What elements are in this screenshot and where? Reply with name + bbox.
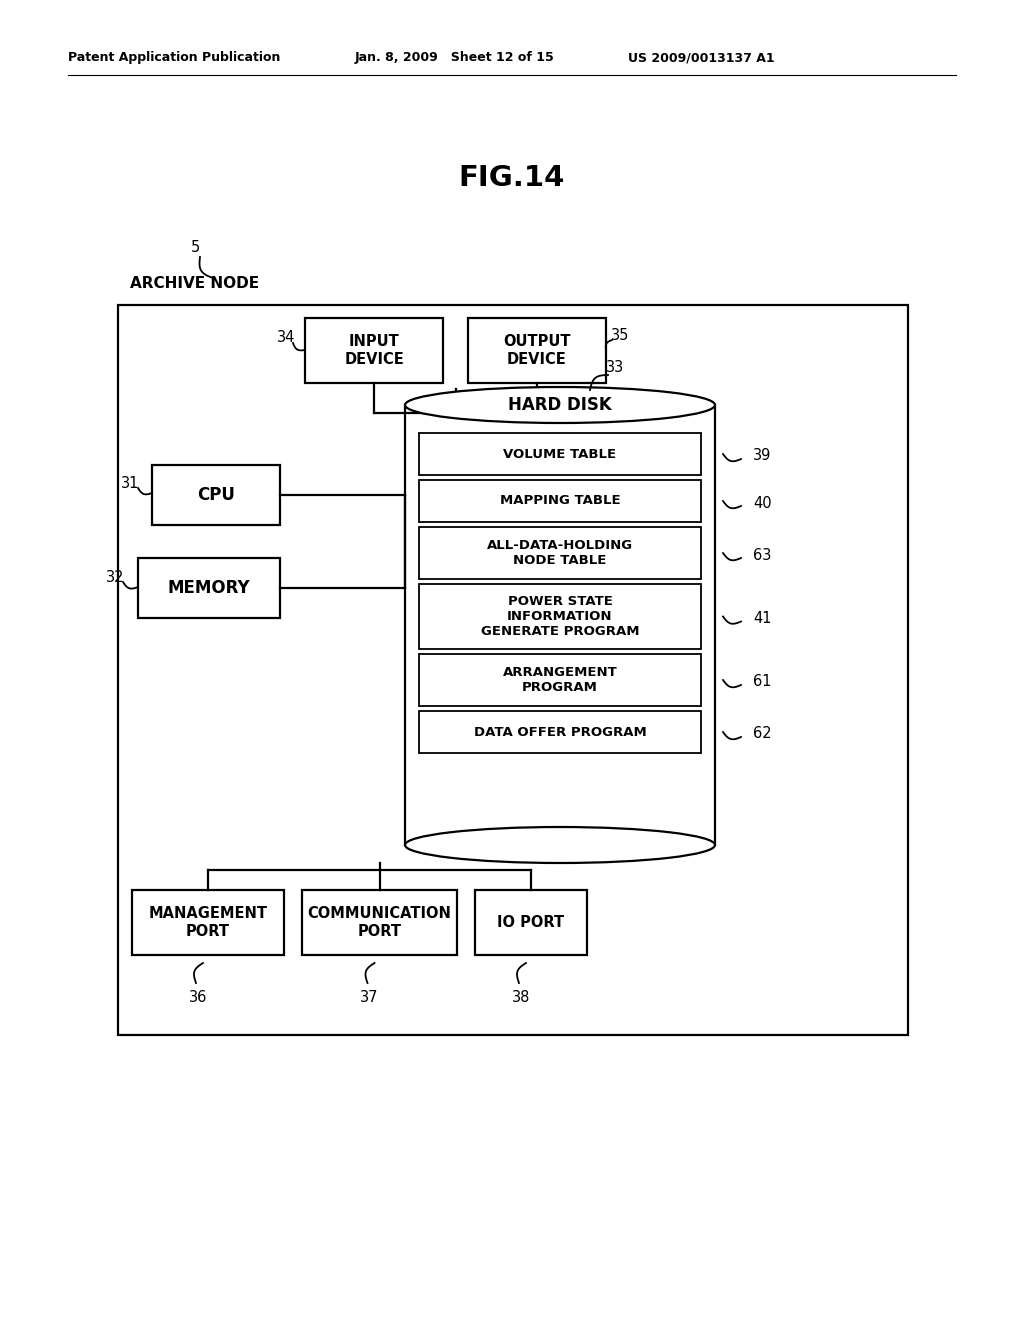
Bar xyxy=(475,890,587,954)
Bar xyxy=(406,405,715,845)
Bar xyxy=(419,433,701,475)
Text: 40: 40 xyxy=(753,495,772,511)
Text: 37: 37 xyxy=(360,990,379,1005)
Text: 63: 63 xyxy=(753,548,771,562)
Text: 36: 36 xyxy=(188,990,207,1005)
Text: ARCHIVE NODE: ARCHIVE NODE xyxy=(130,276,259,292)
Text: 61: 61 xyxy=(753,675,771,689)
Text: OUTPUT
DEVICE: OUTPUT DEVICE xyxy=(503,334,570,367)
Text: 34: 34 xyxy=(276,330,295,346)
Bar xyxy=(118,305,908,1035)
Bar xyxy=(302,890,457,954)
Text: 41: 41 xyxy=(753,611,771,626)
Text: US 2009/0013137 A1: US 2009/0013137 A1 xyxy=(628,51,774,65)
Ellipse shape xyxy=(406,828,715,863)
Bar xyxy=(419,711,701,752)
Text: INPUT
DEVICE: INPUT DEVICE xyxy=(344,334,403,367)
Text: 62: 62 xyxy=(753,726,772,742)
Text: Patent Application Publication: Patent Application Publication xyxy=(68,51,281,65)
Text: Jan. 8, 2009   Sheet 12 of 15: Jan. 8, 2009 Sheet 12 of 15 xyxy=(355,51,555,65)
Bar xyxy=(419,527,701,579)
Text: MEMORY: MEMORY xyxy=(168,579,250,597)
Text: 38: 38 xyxy=(512,990,530,1005)
Bar xyxy=(132,890,284,954)
Text: 35: 35 xyxy=(610,327,629,342)
Bar xyxy=(419,653,701,706)
Text: 32: 32 xyxy=(105,569,124,585)
Text: IO PORT: IO PORT xyxy=(498,915,564,931)
Text: 5: 5 xyxy=(190,240,200,256)
Text: FIG.14: FIG.14 xyxy=(459,164,565,191)
Ellipse shape xyxy=(406,387,715,422)
Text: MAPPING TABLE: MAPPING TABLE xyxy=(500,495,621,507)
Text: ARRANGEMENT
PROGRAM: ARRANGEMENT PROGRAM xyxy=(503,667,617,694)
Bar xyxy=(305,318,443,383)
Bar xyxy=(419,480,701,521)
Text: VOLUME TABLE: VOLUME TABLE xyxy=(504,447,616,461)
Bar xyxy=(468,318,606,383)
Bar xyxy=(419,583,701,649)
Text: 39: 39 xyxy=(753,449,771,463)
Bar xyxy=(138,558,280,618)
Text: MANAGEMENT
PORT: MANAGEMENT PORT xyxy=(148,907,267,939)
Text: ALL-DATA-HOLDING
NODE TABLE: ALL-DATA-HOLDING NODE TABLE xyxy=(487,539,633,568)
Text: DATA OFFER PROGRAM: DATA OFFER PROGRAM xyxy=(474,726,646,738)
Text: 31: 31 xyxy=(121,475,139,491)
Bar xyxy=(152,465,280,525)
Text: HARD DISK: HARD DISK xyxy=(508,396,612,414)
Text: POWER STATE
INFORMATION
GENERATE PROGRAM: POWER STATE INFORMATION GENERATE PROGRAM xyxy=(480,595,639,638)
Text: 33: 33 xyxy=(606,359,624,375)
Text: COMMUNICATION
PORT: COMMUNICATION PORT xyxy=(307,907,452,939)
Text: CPU: CPU xyxy=(197,486,234,504)
